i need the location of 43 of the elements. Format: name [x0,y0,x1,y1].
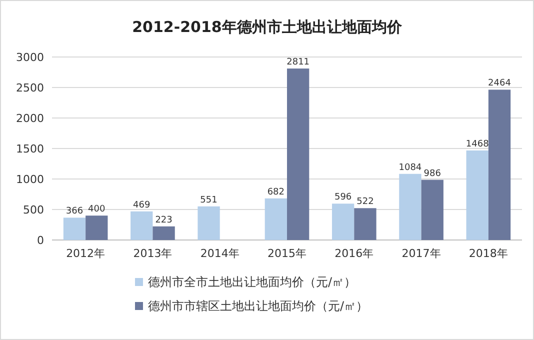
legend-label: 德州市全市土地出让地面均价（元/㎡） [148,275,356,289]
data-label: 366 [66,206,84,217]
bar [354,208,376,240]
data-label: 522 [356,197,374,208]
data-label: 2811 [286,58,310,68]
bar [332,204,354,240]
y-tick-label: 0 [37,234,44,247]
x-tick-label: 2015年 [268,247,306,260]
y-tick-label: 1500 [16,142,44,156]
bar [152,226,175,240]
x-tick-label: 2013年 [133,247,172,260]
data-label: 596 [334,192,352,203]
bar [198,206,220,240]
data-label: 400 [88,204,106,215]
data-label: 1084 [398,162,422,173]
x-tick-label: 2014年 [200,247,240,260]
bar [63,218,86,240]
bar [466,150,488,240]
bar [399,174,422,240]
data-label: 986 [424,168,442,179]
bar [86,216,108,240]
bar [130,211,153,240]
data-label: 223 [155,215,172,226]
data-label: 1468 [466,139,490,150]
bar [287,68,310,240]
x-tick-label: 2016年 [334,247,374,260]
chart-title: 2012-2018年德州市土地出让地面均价 [132,18,403,36]
x-tick-label: 2018年 [468,247,508,260]
y-tick-label: 500 [23,204,44,216]
bar [421,180,444,240]
y-tick-label: 1000 [16,173,44,186]
legend-label: 德州市市辖区土地出让地面均价（元/㎡） [148,299,368,313]
bar [264,198,287,240]
bar [488,90,511,240]
y-tick-label: 2500 [16,82,44,94]
data-label: 551 [200,195,218,206]
data-label: 469 [133,200,150,210]
y-tick-label: 2000 [16,112,44,125]
data-label: 2464 [488,78,512,89]
x-tick-label: 2012年 [66,247,106,260]
data-label: 682 [267,187,285,198]
x-tick-label: 2017年 [402,247,441,260]
y-tick-label: 3000 [16,51,44,64]
